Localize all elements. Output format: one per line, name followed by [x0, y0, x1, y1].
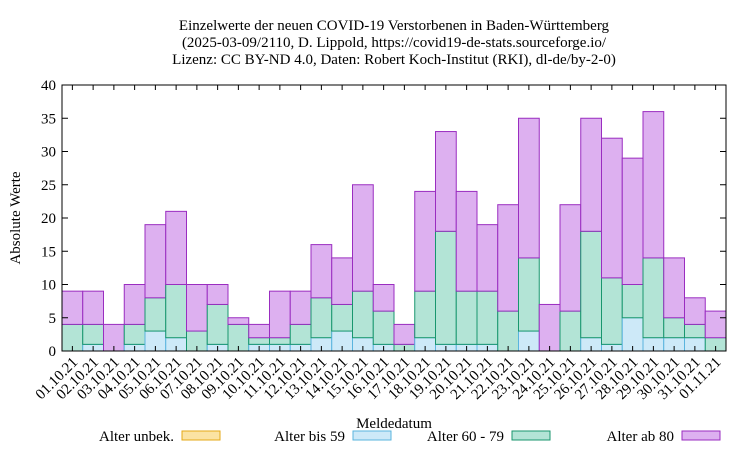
bar-segment: [269, 337, 291, 345]
bar-segment: [663, 257, 685, 319]
bar-segment: [518, 117, 540, 259]
bar-segment: [227, 317, 250, 325]
bar-segment: [331, 303, 353, 332]
bar-segment: [497, 310, 519, 352]
y-tick-label: 20: [41, 211, 56, 227]
bar-segment: [497, 204, 519, 312]
bar-segment: [642, 257, 665, 339]
y-tick-label: 40: [41, 78, 56, 94]
bar-segment: [704, 310, 727, 339]
bar-segment: [186, 284, 208, 332]
bar-segment: [435, 230, 457, 345]
bar-segment: [310, 297, 333, 339]
y-tick-label: 10: [41, 278, 56, 294]
bar-segment: [601, 277, 623, 345]
legend-label: Alter unbek.: [99, 429, 174, 445]
bar-segment: [580, 117, 602, 232]
plot-area: 051015202530354001.10.2102.10.2103.10.21…: [33, 78, 727, 403]
y-tick-label: 15: [41, 244, 56, 260]
bar-segment: [310, 244, 333, 299]
legend-swatch: [352, 430, 392, 441]
y-tick-label: 5: [49, 311, 57, 327]
bar-segment: [393, 323, 416, 345]
bar-segment: [559, 310, 582, 352]
bar-segment: [601, 137, 623, 279]
bar-segment: [414, 290, 436, 339]
bar-segment: [435, 131, 457, 232]
bar-segment: [206, 284, 229, 305]
legend-item: Alter unbek.: [99, 429, 221, 445]
bar-segment: [144, 224, 167, 299]
bar-segment: [206, 303, 229, 345]
bar-segment: [538, 303, 561, 352]
y-tick-label: 30: [41, 145, 56, 161]
bar-segment: [518, 257, 540, 332]
bar-segment: [663, 317, 685, 339]
y-tick-label: 35: [41, 111, 56, 127]
legend-swatch: [181, 430, 221, 441]
x-axis-label: Meldedatum: [356, 416, 432, 432]
bar-segment: [642, 111, 665, 259]
bar-segment: [123, 284, 146, 325]
bar-segment: [372, 310, 395, 345]
bar-segment: [352, 290, 374, 339]
bar-segment: [621, 284, 644, 319]
bar-segment: [414, 190, 436, 292]
y-axis-label: Absolute Werte: [8, 171, 24, 264]
bar-segment: [684, 323, 706, 339]
bar-segment: [455, 290, 478, 345]
bar-segment: [476, 290, 499, 345]
bar-segment: [289, 323, 312, 345]
chart-title-line-2: (2025-03-09/2110, D. Lippold, https://co…: [182, 35, 607, 51]
legend-label: Alter ab 80: [607, 429, 674, 445]
bar-segment: [580, 230, 602, 339]
bar-segment: [559, 204, 582, 312]
bar-segment: [684, 297, 706, 325]
bar-segment: [165, 210, 187, 286]
legend-swatch: [511, 430, 551, 441]
legend: Alter unbek. Alter bis 59 Alter 60 - 79 Alt…: [99, 429, 721, 445]
y-tick-label: 25: [41, 178, 56, 194]
bar-segment: [248, 323, 270, 339]
bar-segment: [165, 284, 187, 339]
bar-segment: [289, 290, 312, 325]
legend-label: Alter bis 59: [274, 429, 345, 445]
bar-segment: [331, 257, 353, 305]
bar-segment: [61, 290, 84, 325]
legend-item: Alter 60 - 79: [427, 429, 551, 445]
chart-title-line-1: Einzelwerte der neuen COVID-19 Verstorbe…: [179, 18, 610, 34]
bar-segment: [248, 337, 270, 345]
bar-segment: [123, 323, 146, 345]
legend-item: Alter bis 59: [274, 429, 392, 445]
bar-segment: [82, 290, 104, 325]
legend-swatch: [681, 430, 721, 441]
bar-segment: [352, 184, 374, 292]
legend-label: Alter 60 - 79: [427, 429, 504, 445]
bar-segment: [621, 157, 644, 285]
bar-segment: [372, 284, 395, 312]
y-tick-label: 0: [49, 344, 57, 360]
bar-segment: [269, 290, 291, 339]
chart-title-line-3: Lizenz: CC BY-ND 4.0, Daten: Robert Koch…: [172, 52, 616, 68]
bar-segment: [144, 297, 167, 332]
bar-segment: [82, 323, 104, 345]
bar-segment: [455, 190, 478, 292]
bar-segment: [476, 224, 499, 292]
legend-item: Alter ab 80: [607, 429, 721, 445]
